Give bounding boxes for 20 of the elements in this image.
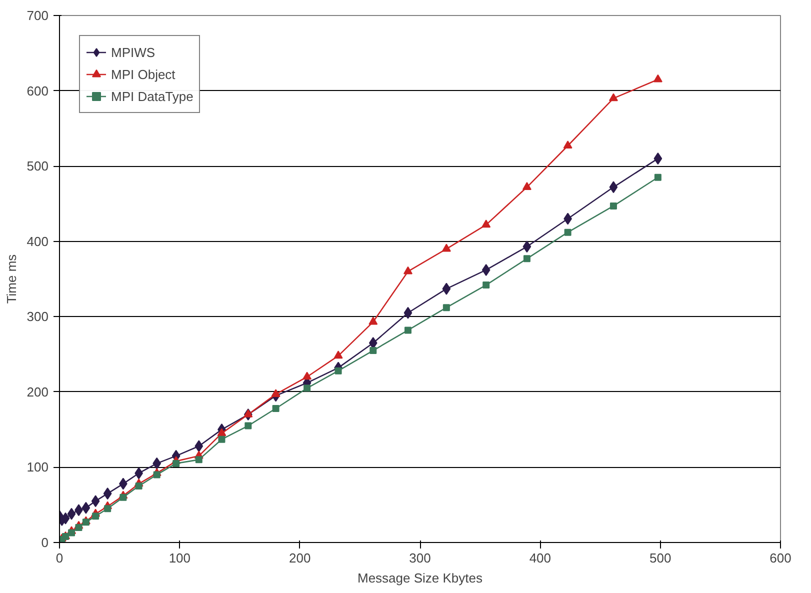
y-tick-label: 500	[26, 158, 49, 174]
x-axis-title: Message Size Kbytes	[358, 570, 483, 586]
y-axis-title: Time ms	[4, 254, 19, 304]
y-tick-label: 300	[26, 309, 49, 324]
y-tick-label: 0	[41, 535, 49, 550]
y-tick-label: 700	[26, 8, 49, 23]
x-tick-label: 0	[56, 550, 64, 566]
legend-label: MPI Object	[111, 66, 176, 82]
y-tick-label: 600	[26, 83, 49, 98]
legend-label: MPI DataType	[111, 88, 194, 104]
x-tick-label: 200	[288, 550, 311, 566]
y-tick-label: 100	[26, 460, 49, 475]
legend-label: MPIWS	[111, 44, 156, 60]
x-tick-label: 100	[168, 550, 191, 566]
y-tick-label: 400	[26, 234, 49, 249]
x-tick-label: 400	[529, 550, 552, 566]
y-tick-label: 200	[26, 384, 49, 400]
x-tick-label: 300	[409, 550, 431, 566]
x-tick-label: 500	[649, 550, 672, 566]
x-tick-label: 600	[770, 550, 792, 566]
